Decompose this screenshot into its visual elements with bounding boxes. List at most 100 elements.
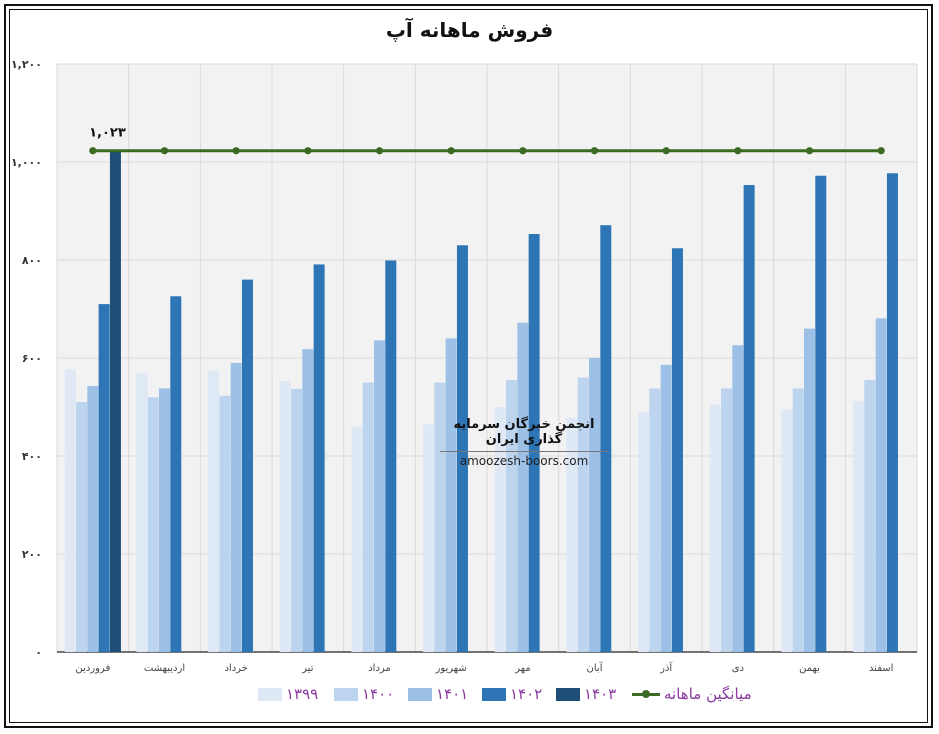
x-tick-label: مرداد (368, 663, 391, 674)
legend-item: ۱۴۰۲ (482, 683, 542, 705)
average-marker (375, 147, 384, 155)
legend-item: ۱۴۰۱ (408, 683, 468, 705)
bar (853, 401, 865, 652)
watermark-divider (440, 451, 608, 452)
bar (638, 411, 650, 652)
legend-item-average: میانگین ماهانه (632, 683, 752, 705)
bar (494, 407, 506, 652)
chart-legend: ۱۳۹۹ ۱۴۰۰ ۱۴۰۱ ۱۴۰۲ ۱۴۰۳ میانگین ماهانه (0, 683, 939, 705)
legend-item: ۱۴۰۳ (556, 683, 616, 705)
average-marker (89, 147, 97, 155)
legend-label: ۱۳۹۹ (286, 685, 319, 703)
bar (76, 402, 88, 652)
average-marker (519, 147, 527, 155)
bar (517, 322, 529, 652)
bar (98, 304, 110, 652)
bar (781, 409, 793, 652)
x-tick-label: خرداد (224, 663, 247, 674)
watermark-org-name: انجمن خبرگان سرمایه گذاری ایران (453, 417, 595, 447)
y-tick-label: ۱,۲۰۰ (11, 58, 42, 71)
y-tick-label: ۰ (35, 646, 42, 659)
legend-label: ۱۴۰۳ (584, 685, 617, 703)
chart-title: فروش ماهانه آپ (385, 18, 554, 42)
y-tick-label: ۲۰۰ (22, 548, 42, 561)
legend-swatch (334, 687, 358, 701)
average-marker (877, 147, 885, 155)
bar (886, 173, 898, 652)
bar (313, 264, 325, 652)
bar (864, 380, 876, 652)
x-tick-label: تیر (301, 663, 314, 674)
bar (302, 349, 314, 652)
bar (159, 388, 170, 652)
average-marker (805, 147, 814, 155)
bar (506, 380, 518, 652)
bar (600, 225, 612, 652)
bar (732, 345, 744, 652)
bar (792, 388, 804, 652)
legend-swatch (556, 687, 580, 701)
average-marker (304, 147, 312, 155)
legend-swatch (258, 687, 282, 701)
legend-swatch (408, 687, 432, 701)
x-tick-label: اسفند (869, 663, 893, 674)
average-marker (160, 147, 169, 155)
bar (709, 404, 721, 652)
bar (291, 388, 303, 652)
bar (362, 382, 374, 652)
legend-item: ۱۴۰۰ (334, 683, 394, 705)
bar (743, 185, 755, 652)
bar (351, 426, 363, 652)
bar (456, 245, 468, 653)
legend-swatch (482, 687, 506, 701)
bar (87, 385, 99, 652)
bar (64, 369, 76, 652)
chart-frame-inner (9, 9, 928, 723)
chart-frame-outer (4, 4, 933, 728)
bar (671, 248, 683, 653)
y-tick-label: ۸۰۰ (22, 254, 42, 267)
average-marker (232, 147, 240, 155)
bar (147, 397, 159, 652)
bar (528, 234, 540, 652)
bar (241, 279, 253, 652)
bar (208, 370, 220, 652)
legend-item: ۱۳۹۹ (258, 683, 318, 705)
y-tick-label: ۶۰۰ (22, 352, 42, 365)
x-tick-label: بهمن (799, 663, 820, 674)
legend-label: میانگین ماهانه (664, 685, 752, 703)
bar (230, 362, 242, 652)
bar (589, 358, 600, 652)
x-tick-label: آذر (659, 661, 673, 674)
bar (445, 338, 457, 652)
x-tick-label: مهر (514, 663, 530, 674)
x-tick-label: دی (732, 663, 744, 674)
bar (136, 373, 148, 652)
bar (566, 417, 578, 652)
bar (385, 260, 397, 652)
x-tick-label: اردیبهشت (144, 663, 185, 674)
watermark: انجمن خبرگان سرمایه گذاری ایران amoozesh… (440, 414, 608, 468)
data-label: ۱,۰۲۳ (89, 126, 126, 141)
bar (815, 175, 827, 652)
x-tick-label: آبان (587, 661, 604, 674)
bar (170, 296, 182, 652)
average-marker (662, 147, 670, 155)
bar (649, 388, 661, 652)
bar (219, 395, 231, 652)
average-marker (590, 147, 599, 155)
bar (423, 424, 435, 652)
bar (109, 150, 121, 653)
legend-label: ۱۴۰۱ (436, 685, 469, 703)
bar (804, 328, 815, 652)
bar (721, 388, 733, 652)
y-tick-label: ۴۰۰ (22, 450, 42, 463)
legend-line-swatch (632, 689, 660, 698)
watermark-website: amoozesh-boors.com (459, 454, 589, 468)
average-marker (734, 147, 742, 155)
bar (577, 377, 589, 652)
legend-label: ۱۴۰۰ (362, 685, 395, 703)
bar (660, 364, 672, 652)
y-tick-label: ۱,۰۰۰ (11, 156, 42, 169)
